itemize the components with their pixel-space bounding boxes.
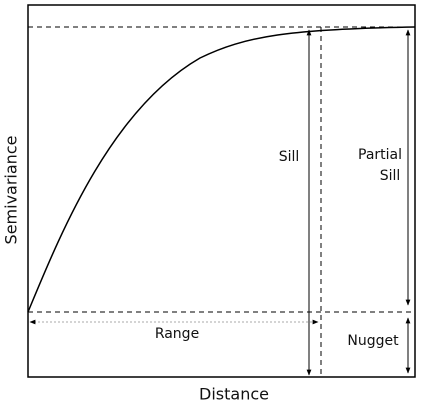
sill-label: Sill	[279, 149, 300, 165]
y-axis-label: Semivariance	[2, 136, 21, 245]
plot-frame	[27, 4, 416, 378]
nugget-label: Nugget	[347, 333, 399, 349]
x-axis-label: Distance	[199, 385, 269, 404]
range-label: Range	[155, 326, 199, 342]
partial-sill-label: Partial	[358, 147, 402, 163]
semivariogram-curve	[27, 26, 416, 313]
partial-sill-label: Sill	[380, 168, 401, 184]
